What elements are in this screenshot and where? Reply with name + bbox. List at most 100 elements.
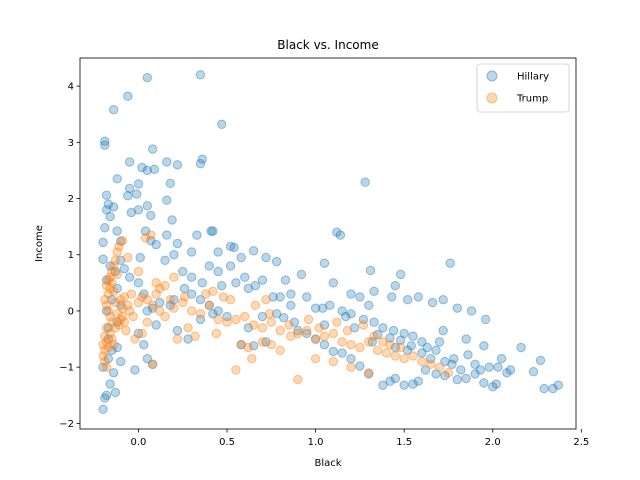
data-point — [112, 226, 122, 236]
data-point — [133, 297, 144, 308]
data-point — [496, 354, 507, 364]
data-point — [413, 376, 424, 386]
data-point — [355, 361, 365, 371]
data-point — [271, 256, 282, 267]
data-point — [208, 309, 218, 319]
data-point — [169, 272, 179, 282]
data-point — [98, 237, 108, 248]
data-point — [243, 342, 253, 353]
data-point — [369, 317, 379, 327]
data-point — [225, 295, 236, 305]
data-point — [310, 354, 321, 364]
data-point — [162, 230, 172, 240]
data-point — [395, 342, 406, 353]
data-point — [133, 278, 144, 288]
data-point — [332, 227, 342, 237]
data-point — [213, 266, 223, 277]
data-point — [197, 278, 207, 288]
data-point — [479, 378, 489, 388]
data-point — [137, 162, 147, 173]
data-point — [110, 387, 121, 398]
data-point — [117, 311, 128, 322]
data-point — [388, 325, 399, 336]
data-point — [275, 325, 285, 336]
data-point — [142, 317, 153, 327]
data-point — [390, 280, 401, 291]
data-point — [179, 292, 190, 302]
data-point — [406, 341, 416, 351]
data-point — [302, 328, 312, 339]
data-point — [399, 380, 409, 390]
data-point — [100, 295, 110, 305]
data-point — [303, 314, 314, 325]
data-point — [286, 300, 296, 311]
data-point — [124, 306, 135, 316]
data-point — [390, 342, 401, 353]
x-tick-label: 1.0 — [308, 437, 324, 448]
x-tick-label: 1.5 — [396, 437, 412, 448]
data-point — [528, 366, 539, 377]
data-point — [403, 295, 413, 305]
data-point — [236, 339, 246, 350]
data-point — [133, 179, 144, 189]
data-point — [346, 289, 356, 299]
data-point — [296, 269, 307, 280]
data-point — [225, 261, 236, 271]
data-point — [247, 354, 257, 364]
data-point — [475, 365, 486, 375]
data-point — [140, 226, 151, 236]
data-point — [369, 331, 379, 341]
data-point — [286, 331, 296, 341]
data-point — [399, 328, 409, 339]
data-point — [124, 157, 135, 167]
data-point — [208, 286, 218, 296]
data-point — [431, 369, 441, 379]
data-point — [266, 339, 277, 350]
data-point — [116, 236, 126, 246]
data-point — [201, 289, 211, 299]
data-point — [130, 334, 140, 344]
data-point — [328, 346, 339, 357]
data-point — [108, 368, 119, 378]
data-point — [257, 337, 268, 347]
data-point — [387, 292, 397, 302]
data-point — [151, 278, 161, 288]
data-point — [190, 331, 200, 341]
data-point — [103, 334, 114, 344]
data-point — [204, 261, 215, 271]
data-point — [346, 354, 356, 364]
data-point — [172, 325, 183, 336]
data-point — [403, 345, 413, 355]
data-point — [286, 289, 296, 299]
data-point — [146, 230, 156, 240]
legend: Hillary Trump — [476, 63, 570, 113]
data-point — [192, 230, 202, 240]
data-point — [100, 331, 110, 341]
data-point — [110, 323, 121, 333]
data-point — [427, 297, 438, 308]
data-point — [434, 337, 445, 347]
data-point — [100, 393, 110, 403]
data-point — [101, 190, 112, 200]
y-tick-label: 1 — [68, 250, 74, 261]
data-point — [264, 309, 275, 319]
data-point — [116, 314, 126, 325]
data-point — [399, 354, 409, 364]
data-point — [169, 250, 179, 260]
data-point — [250, 280, 261, 291]
data-point — [137, 328, 147, 339]
data-point — [195, 158, 206, 169]
data-point — [179, 283, 190, 294]
data-point — [105, 379, 115, 389]
y-tick-label: −1 — [59, 363, 74, 374]
data-point — [101, 390, 112, 400]
data-point — [105, 211, 115, 222]
data-point — [466, 306, 477, 316]
y-tick-label: 3 — [68, 138, 74, 149]
data-point — [390, 351, 401, 361]
data-point — [117, 235, 128, 246]
data-point — [553, 380, 563, 390]
data-point — [346, 362, 356, 372]
data-point — [98, 254, 108, 264]
x-axis-label: Black — [314, 458, 341, 469]
